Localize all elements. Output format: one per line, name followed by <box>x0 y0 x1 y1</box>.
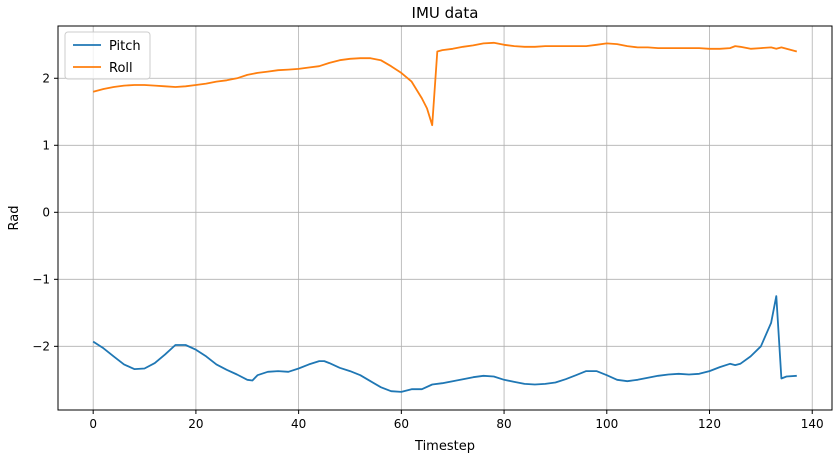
y-tick-label: −2 <box>32 339 50 353</box>
x-tick-label: 120 <box>698 417 721 431</box>
y-tick-label: 2 <box>42 71 50 85</box>
chart-title: IMU data <box>412 4 479 22</box>
x-tick-label: 0 <box>89 417 97 431</box>
series-lines <box>92 41 798 393</box>
x-tick-label: 60 <box>394 417 409 431</box>
y-axis-label: Rad <box>7 206 22 231</box>
axis-ticks: 0 20 40 60 80 100 120 140 −2 −1 0 1 2 <box>32 71 823 431</box>
legend-label-pitch: Pitch <box>109 39 141 54</box>
x-tick-label: 100 <box>595 417 618 431</box>
legend-label-roll: Roll <box>109 61 133 76</box>
series-line-pitch <box>92 295 797 393</box>
x-tick-label: 80 <box>496 417 511 431</box>
y-tick-label: 1 <box>42 138 50 152</box>
legend: Pitch Roll <box>64 31 151 80</box>
y-tick-label: −1 <box>32 272 50 286</box>
x-tick-label: 140 <box>801 417 824 431</box>
x-tick-label: 20 <box>188 417 203 431</box>
x-axis-label: Timestep <box>414 439 475 454</box>
x-tick-label: 40 <box>291 417 306 431</box>
y-tick-label: 0 <box>42 205 50 219</box>
series-line-roll <box>92 41 798 127</box>
plot-area-frame <box>57 25 833 411</box>
